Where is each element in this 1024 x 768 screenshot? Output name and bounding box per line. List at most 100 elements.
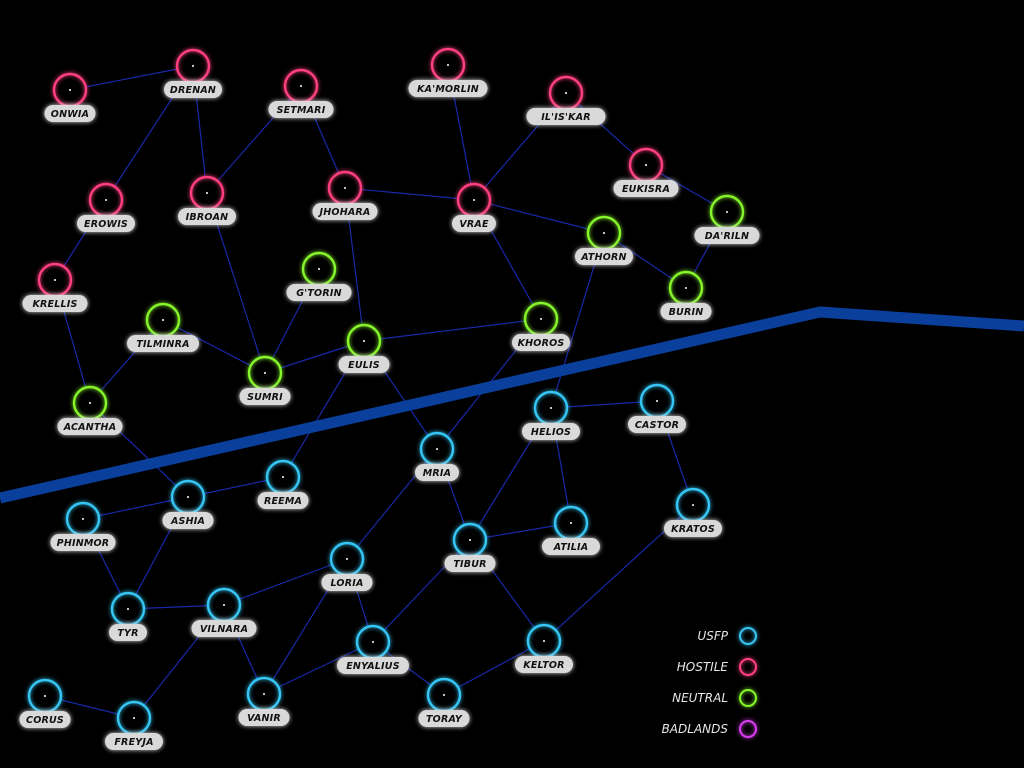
- system-phinmor[interactable]: PHINMOR: [50, 501, 116, 551]
- system-center-dot: [443, 694, 445, 696]
- system-label-background: [522, 423, 580, 440]
- system-khoros[interactable]: KHOROS: [512, 301, 570, 351]
- system-label-background: [162, 512, 214, 529]
- system-center-dot: [89, 402, 91, 404]
- system-label: KHOROS: [518, 338, 565, 349]
- system-vanir[interactable]: VANIR: [238, 676, 290, 726]
- legend-ring-icon: [739, 627, 757, 645]
- system-label-background: [515, 656, 573, 673]
- system-label: ACANTHA: [63, 422, 117, 433]
- system-label-background: [338, 356, 390, 373]
- system-atilia[interactable]: ATILIA: [542, 505, 600, 555]
- system-ashia[interactable]: ASHIA: [162, 479, 214, 529]
- system-onwia[interactable]: ONWIA: [44, 72, 96, 122]
- system-label: SUMRI: [247, 392, 283, 403]
- system-gtorin[interactable]: G'TORIN: [286, 251, 352, 301]
- system-center-dot: [726, 211, 728, 213]
- system-label: KRELLIS: [32, 299, 77, 310]
- system-reema[interactable]: REEMA: [257, 459, 309, 509]
- system-center-dot: [105, 199, 107, 201]
- system-center-dot: [192, 65, 194, 67]
- link-tilminra-sumri: [162, 319, 266, 374]
- system-center-dot: [372, 641, 374, 643]
- system-kamorlin[interactable]: KA'MORLIN: [408, 47, 488, 97]
- system-vilnara[interactable]: VILNARA: [191, 587, 257, 637]
- system-ilisakar[interactable]: IL'IS'KAR: [526, 75, 606, 125]
- system-keltor[interactable]: KELTOR: [515, 623, 573, 673]
- system-label-background: [628, 416, 686, 433]
- system-label-background: [178, 208, 236, 225]
- system-vrae[interactable]: VRAE: [452, 182, 496, 232]
- system-center-dot: [264, 372, 266, 374]
- system-ibroan[interactable]: IBROAN: [178, 175, 236, 225]
- system-label-background: [164, 81, 222, 98]
- system-center-dot: [127, 608, 129, 610]
- system-corus[interactable]: CORUS: [19, 678, 71, 728]
- system-krellis[interactable]: KRELLIS: [22, 262, 88, 312]
- system-label-background: [542, 538, 600, 555]
- legend-label: NEUTRAL: [672, 691, 728, 705]
- system-setmari[interactable]: SETMARI: [268, 68, 334, 118]
- system-label: BURIN: [669, 307, 704, 318]
- system-loria[interactable]: LORIA: [321, 541, 373, 591]
- system-label-background: [415, 464, 459, 481]
- system-center-dot: [447, 64, 449, 66]
- system-label-background: [268, 101, 334, 118]
- link-vilnara-loria: [223, 558, 348, 606]
- system-label: ATILIA: [553, 542, 589, 553]
- system-enyalius[interactable]: ENYALIUS: [337, 624, 409, 674]
- system-label: ENYALIUS: [346, 661, 400, 672]
- system-label-background: [109, 624, 147, 641]
- system-center-dot: [187, 496, 189, 498]
- system-center-dot: [570, 522, 572, 524]
- system-acantha[interactable]: ACANTHA: [57, 385, 123, 435]
- system-label: EUKISRA: [622, 184, 670, 195]
- system-tibur[interactable]: TIBUR: [444, 522, 496, 572]
- system-label: ATHORN: [580, 252, 626, 263]
- system-erowis[interactable]: EROWIS: [77, 182, 135, 232]
- system-label-background: [337, 657, 409, 674]
- system-label: LORIA: [331, 578, 364, 589]
- system-label-background: [694, 227, 760, 244]
- system-eulis[interactable]: EULIS: [338, 323, 390, 373]
- system-mria[interactable]: MRIA: [415, 431, 459, 481]
- system-eukisra[interactable]: EUKISRA: [613, 147, 679, 197]
- system-kratos[interactable]: KRATOS: [664, 487, 722, 537]
- system-jhohara[interactable]: JHOHARA: [312, 170, 378, 220]
- system-toray[interactable]: TORAY: [418, 677, 470, 727]
- system-label-background: [191, 620, 257, 637]
- system-label: G'TORIN: [296, 288, 341, 299]
- legend-item-usfp: USFP: [697, 627, 757, 645]
- system-tyr[interactable]: TYR: [109, 591, 147, 641]
- system-label: EROWIS: [84, 219, 128, 230]
- system-tilminra[interactable]: TILMINRA: [127, 302, 199, 352]
- system-sumri[interactable]: SUMRI: [239, 355, 291, 405]
- system-center-dot: [469, 539, 471, 541]
- system-label-background: [664, 520, 722, 537]
- system-center-dot: [263, 693, 265, 695]
- system-center-dot: [685, 287, 687, 289]
- system-center-dot: [645, 164, 647, 166]
- system-center-dot: [346, 558, 348, 560]
- system-label-background: [238, 709, 290, 726]
- system-label-background: [44, 105, 96, 122]
- legend-ring-icon: [739, 689, 757, 707]
- system-label: EULIS: [348, 360, 380, 371]
- link-enyalius-vanir: [263, 641, 374, 695]
- system-center-dot: [550, 407, 552, 409]
- system-darilin[interactable]: DA'RILN: [694, 194, 760, 244]
- system-label-background: [105, 733, 163, 750]
- system-castor[interactable]: CASTOR: [628, 383, 686, 433]
- system-athorn[interactable]: ATHORN: [575, 215, 633, 265]
- star-systems: ONWIA DRENAN SETMARI KA'MORLIN IL'IS'KAR EROW…: [19, 47, 760, 750]
- system-freyja[interactable]: FREYJA: [105, 700, 163, 750]
- system-center-dot: [162, 319, 164, 321]
- system-drenan[interactable]: DRENAN: [164, 48, 222, 98]
- system-helios[interactable]: HELIOS: [522, 390, 580, 440]
- system-center-dot: [692, 504, 694, 506]
- system-burin[interactable]: BURIN: [660, 270, 712, 320]
- system-label: KRATOS: [671, 524, 715, 535]
- system-label: TILMINRA: [136, 339, 189, 350]
- system-center-dot: [206, 192, 208, 194]
